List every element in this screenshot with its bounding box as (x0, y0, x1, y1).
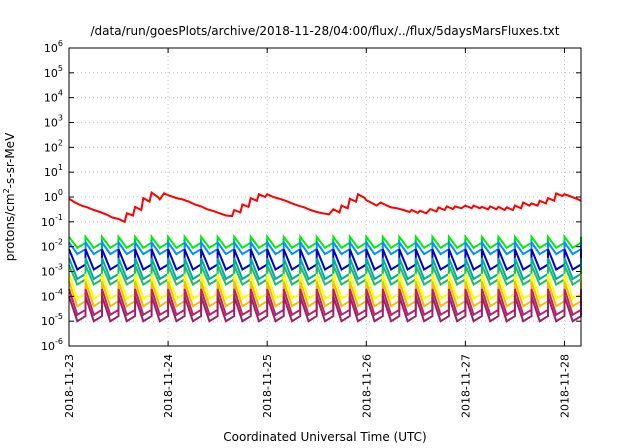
y-tick-exponent: 4 (58, 89, 63, 98)
y-axis-label-prefix: protons/cm (3, 193, 17, 261)
series-line-1 (68, 190, 582, 224)
y-axis-label: protons/cm2-s-sr-MeV (2, 132, 17, 261)
y-tick-exponent: 1 (58, 163, 63, 172)
y-tick-base: 10 (44, 191, 58, 204)
y-tick-base: 10 (44, 141, 58, 154)
y-tick-base: 10 (41, 290, 55, 303)
y-tick-label: 100 (44, 188, 63, 204)
y-tick-label: 10-2 (41, 238, 63, 254)
y-tick-base: 10 (44, 42, 58, 55)
x-tick-label: 2018-11-27 (459, 354, 472, 418)
y-tick-label: 106 (44, 39, 63, 55)
y-tick-base: 10 (41, 266, 55, 279)
series-group (68, 190, 582, 323)
y-axis: 10-610-510-410-310-210-11001011021031041… (41, 39, 581, 353)
y-tick-label: 102 (44, 138, 63, 154)
y-tick-exponent: 6 (58, 39, 63, 48)
y-tick-base: 10 (41, 241, 55, 254)
series-line-10 (68, 295, 582, 323)
y-tick-label: 10-6 (41, 337, 63, 353)
y-axis-label-superscript: 2 (2, 188, 11, 193)
y-tick-label: 103 (44, 114, 63, 130)
y-tick-label: 105 (44, 64, 63, 80)
y-tick-base: 10 (44, 92, 58, 105)
x-tick-label: 2018-11-24 (162, 354, 175, 418)
y-tick-base: 10 (41, 315, 55, 328)
y-tick-base: 10 (41, 216, 55, 229)
y-tick-exponent: -2 (55, 238, 63, 247)
y-tick-base: 10 (44, 117, 58, 130)
y-tick-exponent: -4 (55, 287, 63, 296)
y-tick-exponent: -6 (55, 337, 63, 346)
y-tick-exponent: 2 (58, 138, 63, 147)
y-tick-exponent: -5 (55, 312, 63, 321)
y-tick-exponent: -1 (55, 213, 63, 222)
x-axis-label: Coordinated Universal Time (UTC) (223, 430, 426, 444)
y-tick-label: 10-5 (41, 312, 63, 328)
y-tick-exponent: 5 (58, 64, 63, 73)
y-tick-label: 10-1 (41, 213, 63, 229)
y-tick-label: 10-3 (41, 263, 63, 279)
y-tick-base: 10 (41, 340, 55, 353)
x-tick-label: 2018-11-26 (360, 354, 373, 418)
y-tick-base: 10 (44, 166, 58, 179)
y-tick-label: 101 (44, 163, 63, 179)
y-tick-exponent: -3 (55, 263, 63, 272)
y-tick-label: 10-4 (41, 287, 63, 303)
x-tick-label: 2018-11-28 (558, 354, 571, 418)
y-tick-base: 10 (44, 67, 58, 80)
y-tick-label: 104 (44, 89, 63, 105)
series-line-2 (68, 233, 582, 250)
y-tick-exponent: 3 (58, 114, 63, 123)
y-tick-exponent: 0 (58, 188, 63, 197)
x-axis: 2018-11-23 2018-11-24 2018-11-25 2018-11-26… (63, 48, 571, 418)
y-axis-label-suffix: -s-sr-MeV (3, 132, 17, 188)
x-tick-label: 2018-11-25 (261, 354, 274, 418)
chart-title: /data/run/goesPlots/archive/2018-11-28/0… (91, 24, 560, 38)
x-tick-label: 2018-11-23 (63, 354, 76, 418)
